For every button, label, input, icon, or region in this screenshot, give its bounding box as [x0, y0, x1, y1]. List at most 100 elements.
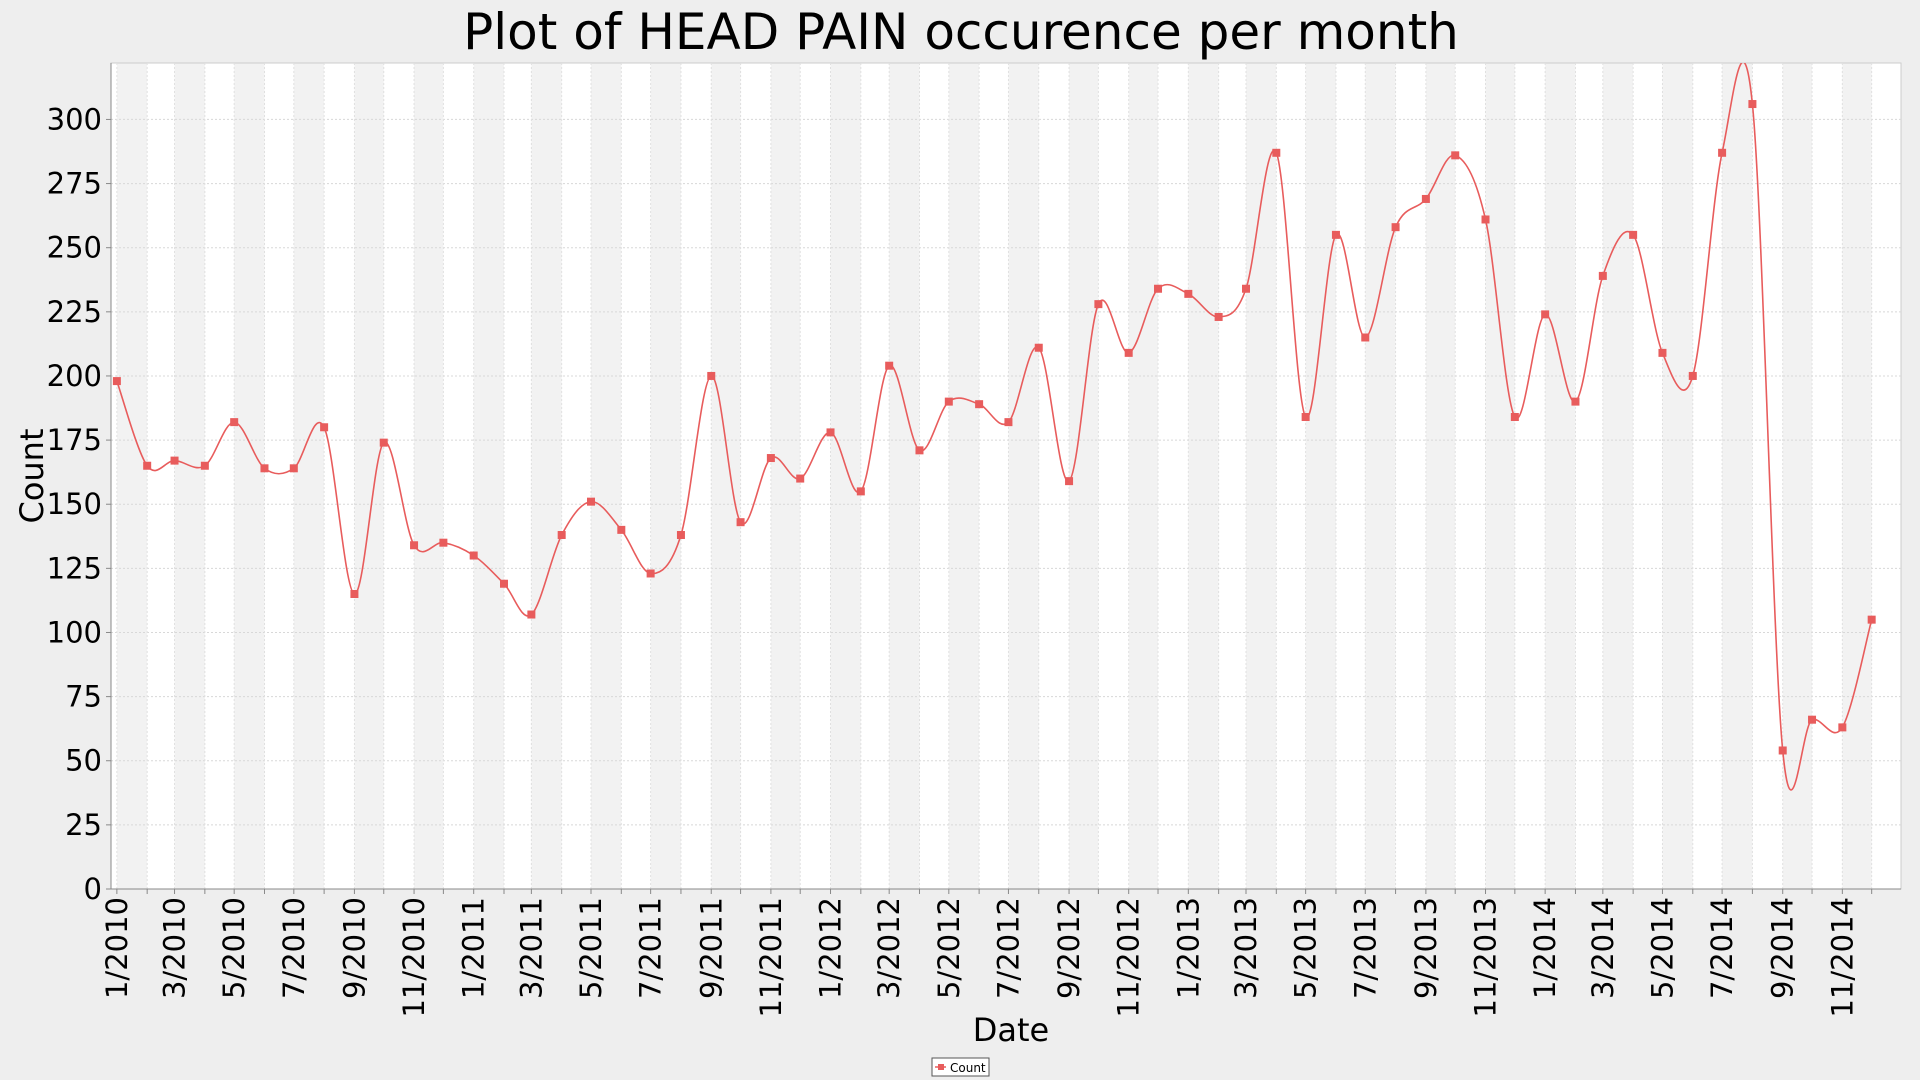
data-point: [1065, 477, 1074, 486]
data-point: [856, 487, 865, 496]
data-point: [1658, 348, 1667, 357]
y-tick-label: 150: [47, 487, 102, 521]
axes: 0 25 50 75 100 125 150 175 200 225 250 275 300 1/2010…: [47, 63, 1901, 1017]
data-point: [915, 446, 924, 455]
x-tick-label: 5/2013: [1289, 897, 1323, 999]
month-band: [293, 63, 325, 889]
month-band: [711, 63, 741, 889]
data-point: [143, 461, 152, 470]
month-band: [770, 63, 801, 889]
y-tick-label: 175: [47, 423, 102, 457]
x-tick-label: 7/2013: [1348, 897, 1382, 999]
data-point: [1154, 284, 1163, 293]
data-point: [766, 454, 775, 463]
data-point: [1598, 271, 1607, 280]
month-band: [116, 63, 148, 889]
plot-area: [110, 62, 1902, 890]
x-tick-label: 5/2012: [932, 897, 966, 999]
data-point: [1541, 310, 1550, 319]
x-tick-label: 7/2011: [634, 897, 668, 999]
month-band: [174, 63, 205, 889]
month-band: [1425, 63, 1456, 889]
data-point: [796, 474, 805, 483]
x-tick-label: 1/2012: [814, 897, 848, 999]
data-point: [1034, 343, 1043, 352]
data-point: [646, 569, 655, 578]
data-point: [1481, 215, 1490, 224]
data-point: [112, 377, 121, 386]
x-tick-label: 9/2012: [1052, 897, 1086, 999]
month-band: [414, 63, 444, 889]
data-point: [1838, 723, 1847, 732]
data-point: [1391, 223, 1400, 232]
legend-box: [931, 1057, 990, 1077]
legend: Count: [931, 1057, 990, 1077]
x-tick-label: 1/2010: [100, 897, 134, 999]
chart-title: Plot of HEAD PAIN occurence per month: [463, 3, 1459, 61]
x-tick-label: 3/2010: [158, 897, 192, 999]
x-tick-label: 3/2013: [1229, 897, 1263, 999]
data-point: [230, 418, 239, 427]
x-tick-label: 3/2014: [1586, 897, 1620, 999]
x-tick-label: 7/2010: [277, 897, 311, 999]
data-point: [410, 541, 419, 550]
month-band: [1128, 63, 1159, 889]
y-tick-label: 50: [65, 744, 102, 778]
month-band: [1842, 63, 1872, 889]
legend-label: Count: [950, 1061, 986, 1075]
data-point: [676, 531, 685, 539]
data-point: [707, 371, 716, 380]
data-point: [1214, 312, 1223, 321]
x-tick-label: 9/2011: [694, 897, 728, 999]
month-band: [1008, 63, 1039, 889]
x-tick-label: 3/2012: [872, 897, 906, 999]
data-point: [1778, 746, 1787, 755]
x-tick-label: 5/2014: [1645, 897, 1679, 999]
data-point: [1094, 300, 1103, 309]
x-tick-label: 7/2012: [991, 897, 1025, 999]
data-point: [1718, 148, 1727, 157]
data-point: [944, 397, 953, 406]
data-point: [557, 531, 566, 539]
data-point: [320, 423, 329, 432]
month-band: [473, 63, 504, 889]
data-point: [1272, 148, 1281, 157]
month-band: [234, 63, 265, 889]
x-tick-label: 5/2010: [217, 897, 251, 999]
month-band: [1365, 63, 1396, 889]
y-tick-label: 0: [84, 872, 102, 906]
data-point: [439, 538, 448, 547]
data-point: [1748, 100, 1757, 109]
data-point: [1361, 333, 1370, 342]
y-tick-label: 300: [47, 102, 102, 136]
data-point: [826, 428, 835, 437]
data-point: [499, 579, 508, 588]
x-axis-label: Date: [973, 1011, 1049, 1049]
legend-marker: [938, 1064, 944, 1070]
data-point: [1331, 230, 1340, 239]
y-tick-label: 275: [47, 167, 102, 201]
data-point: [1688, 371, 1697, 380]
x-tick-label: 9/2014: [1766, 897, 1800, 999]
data-point: [350, 590, 359, 598]
x-tick-label: 7/2014: [1705, 897, 1739, 999]
series-line-count: [116, 63, 1873, 791]
data-point: [469, 551, 478, 560]
data-point: [1004, 418, 1013, 427]
data-point: [200, 461, 209, 470]
x-tick-label: 5/2011: [574, 897, 608, 999]
series-layer: [112, 63, 1876, 791]
month-band: [830, 63, 861, 889]
data-point: [379, 438, 388, 447]
y-tick-label: 200: [47, 359, 102, 393]
month-band: [1722, 63, 1753, 889]
data-point: [587, 497, 596, 506]
data-point: [617, 525, 626, 534]
month-band: [948, 63, 980, 889]
y-tick-label: 250: [47, 231, 102, 265]
x-tick-label: 11/2011: [754, 897, 788, 1017]
month-band: [889, 63, 920, 889]
month-band: [1305, 63, 1336, 889]
x-tick-label: 1/2011: [457, 897, 491, 999]
data-point: [885, 361, 894, 370]
